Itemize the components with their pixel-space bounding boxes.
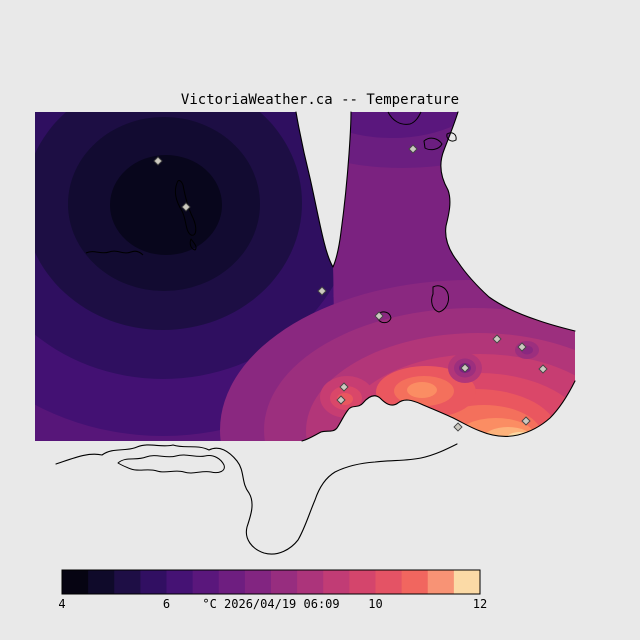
elk-lake-outline	[431, 285, 449, 313]
station-marker	[521, 416, 531, 426]
colorbar-tick-labels: 4 6 10 12	[58, 597, 487, 611]
colorbar-segment	[401, 570, 429, 594]
station-marker	[538, 364, 548, 374]
peninsula-east-coastline	[440, 111, 576, 332]
station-marker	[453, 422, 463, 432]
lower-mainland-coastline	[55, 443, 458, 555]
station-marker	[408, 144, 418, 154]
small-lake-outline	[377, 311, 392, 324]
station-marker	[181, 202, 191, 212]
station-marker	[153, 156, 163, 166]
south-coastline	[301, 380, 576, 442]
colorbar: 4 6 10 12 °C 2026/04/19 06:09	[58, 569, 487, 611]
highland-lake-outline-2	[189, 238, 197, 251]
colorbar-segment	[271, 570, 298, 594]
figure-title: VictoriaWeather.ca -- Temperature	[181, 92, 459, 108]
colorbar-segment	[427, 570, 455, 594]
colorbar-tick-label: 10	[368, 597, 382, 611]
colorbar-segment	[297, 570, 324, 594]
colorbar-segment	[218, 570, 246, 594]
colorbar-segment	[453, 570, 481, 594]
colorbar-segment	[88, 570, 115, 594]
coastlines	[55, 111, 576, 555]
colorbar-tick-label: 4	[58, 597, 65, 611]
colorbar-segment	[62, 570, 89, 594]
station-marker	[317, 286, 327, 296]
field-blob-11.0-11.5	[407, 382, 437, 398]
colorbar-segment	[140, 570, 167, 594]
island-outline-1	[423, 137, 443, 151]
top-bay-outline	[387, 111, 422, 125]
station-markers	[153, 144, 548, 432]
colorbar-segment	[323, 570, 350, 594]
colorbar-segment	[114, 570, 141, 594]
colorbar-segment	[192, 570, 220, 594]
river-outline	[85, 250, 144, 256]
colorbar-units-timestamp-label: °C 2026/04/19 06:09	[202, 597, 339, 611]
station-marker	[460, 363, 470, 373]
station-marker	[517, 342, 527, 352]
colorbar-segment	[375, 570, 403, 594]
colorbar-segment	[349, 570, 376, 594]
highland-lake-outline	[174, 180, 197, 236]
station-marker	[336, 395, 346, 405]
colorbar-tick-label: 6	[163, 597, 170, 611]
field-blob-4.0-4.3	[110, 155, 222, 255]
colorbar-segment	[166, 570, 194, 594]
island-outline-2	[446, 132, 457, 142]
lower-basin-outline	[117, 454, 225, 474]
colorbar-segments	[62, 570, 481, 594]
colorbar-segment	[244, 570, 272, 594]
inlet-coastline	[295, 111, 352, 268]
colorbar-tick-label: 12	[473, 597, 487, 611]
station-marker	[374, 311, 384, 321]
station-marker	[339, 382, 349, 392]
station-marker	[492, 334, 502, 344]
colorbar-border	[61, 569, 481, 595]
